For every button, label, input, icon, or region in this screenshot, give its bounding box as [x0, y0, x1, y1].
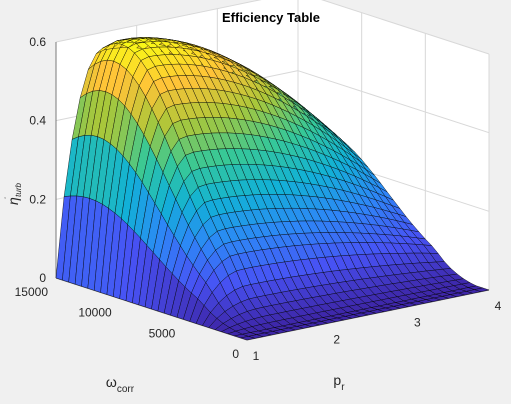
z-tick-label: 0 [39, 271, 46, 285]
y-axis-label-sub: corr [117, 384, 135, 395]
z-tick-label: 0.6 [29, 35, 46, 49]
z-axis-label: η˙turb [4, 183, 23, 205]
surface-cell [473, 287, 490, 292]
grid-line-z [297, 70, 490, 134]
z-tick-label: 0.2 [29, 192, 46, 206]
z-axis-label-group: η˙turb [4, 183, 23, 205]
chart-title: Efficiency Table [222, 10, 320, 25]
z-tick-label: 0.4 [29, 114, 46, 128]
grid-line-z [55, 0, 262, 43]
z-axis-label-accent: ˙ [4, 197, 15, 200]
x-axis-label-sub: r [341, 382, 345, 393]
grid-line-z [321, 0, 490, 55]
y-tick-label: 5000 [149, 326, 176, 340]
x-tick-label: 4 [495, 299, 502, 313]
y-axis-label: ωcorr [106, 374, 135, 395]
x-axis-label-main: p [333, 372, 341, 388]
z-axis-label-sub: turb [14, 183, 23, 197]
y-axis-label-main: ω [106, 374, 117, 390]
z-axis-label-main: η [5, 197, 21, 205]
x-axis-label: pr [333, 372, 345, 393]
y-tick-label: 15000 [15, 285, 49, 299]
surface-mesh [55, 37, 490, 341]
x-tick-label: 2 [333, 332, 340, 346]
y-tick-label: 0 [232, 347, 239, 361]
x-tick-label: 1 [253, 349, 260, 363]
y-tick-label: 10000 [78, 306, 112, 320]
x-tick-label: 3 [414, 316, 421, 330]
